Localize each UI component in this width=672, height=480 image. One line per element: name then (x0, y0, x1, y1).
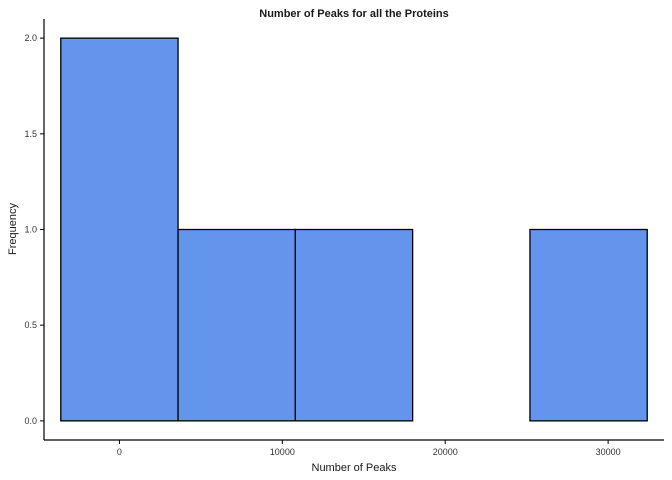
y-tick-label: 0.5 (24, 320, 37, 330)
x-tick-label: 30000 (596, 447, 621, 457)
x-tick-label: 20000 (433, 447, 458, 457)
histogram-bar-0 (60, 37, 179, 422)
histogram-bar-1 (177, 228, 297, 422)
x-tick-label: 10000 (270, 447, 295, 457)
y-tick-label: 1.0 (24, 225, 37, 235)
y-tick-label: 0.0 (24, 416, 37, 426)
chart-title: Number of Peaks for all the Proteins (259, 8, 449, 20)
histogram-bar-2 (294, 228, 414, 422)
x-tick-label: 0 (117, 447, 122, 457)
y-axis-ticks: 0.0 0.5 1.0 1.5 2.0 (24, 33, 44, 426)
histogram-bar-4 (529, 228, 648, 422)
y-tick-label: 1.5 (24, 129, 37, 139)
bars-group (60, 37, 648, 422)
y-axis-label: Frequency (7, 203, 19, 255)
x-axis-ticks: 0 10000 20000 30000 (117, 440, 621, 457)
y-tick-label: 2.0 (24, 33, 37, 43)
x-axis-label: Number of Peaks (312, 462, 397, 474)
